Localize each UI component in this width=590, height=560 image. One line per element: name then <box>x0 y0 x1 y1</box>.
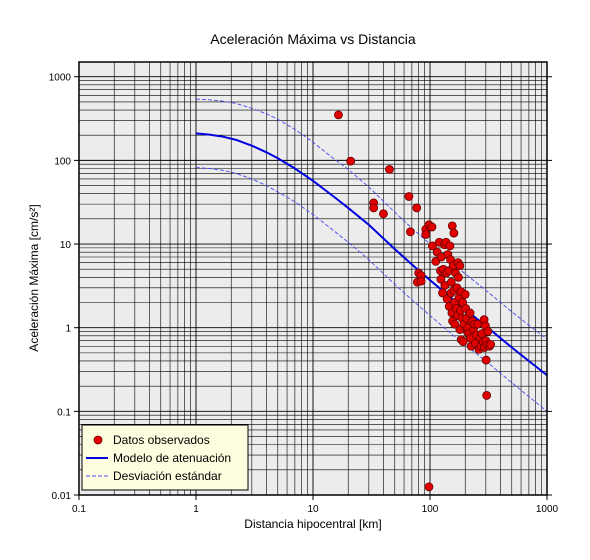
observed-data-point <box>421 230 431 239</box>
observed-data-point <box>445 241 455 251</box>
chart-title: Aceleración Máxima vs Distancia <box>210 31 416 47</box>
legend-marker-observed <box>93 435 103 445</box>
observed-data-point <box>412 203 422 213</box>
observed-data-point <box>385 165 394 174</box>
y-tick-label: 1000 <box>49 73 72 84</box>
observed-data-point <box>369 203 379 213</box>
y-tick-label: 1 <box>65 324 71 335</box>
grid <box>78 62 547 496</box>
x-tick-label: 0.1 <box>72 504 86 515</box>
observed-data-point <box>424 482 434 492</box>
x-tick-label: 100 <box>422 504 439 515</box>
y-tick-label: 0.01 <box>52 491 72 502</box>
series-layer <box>195 98 548 492</box>
observed-data-point <box>482 391 492 400</box>
legend-label-model: Modelo de atenuación <box>113 451 231 465</box>
observed-data-point <box>379 209 388 219</box>
observed-data-point <box>483 327 493 336</box>
x-tick-label: 10 <box>307 504 319 515</box>
legend-label-observed: Datos observados <box>113 433 210 447</box>
observed-data-point <box>334 110 343 120</box>
observed-data-point <box>447 221 457 231</box>
y-tick-label: 10 <box>60 240 72 251</box>
observed-data-point <box>450 319 460 329</box>
observed-data-point <box>455 261 465 271</box>
observed-data-point <box>454 272 463 282</box>
legend: Datos observados Modelo de atenuación De… <box>81 424 249 491</box>
observed-data-point <box>481 355 491 365</box>
observed-data-point <box>458 337 468 347</box>
x-tick-label: 1 <box>193 504 199 515</box>
y-axis-label: Aceleración Máxima [cm/s²] <box>27 204 41 351</box>
observed-data-point <box>486 340 496 349</box>
observed-data-point <box>346 156 356 166</box>
stddev-curve <box>195 98 548 340</box>
x-tick-label: 1000 <box>536 504 559 515</box>
observed-data-point <box>449 228 459 238</box>
observed-data-point <box>405 227 415 237</box>
y-tick-label: 100 <box>54 156 71 167</box>
observed-data-point <box>465 308 475 318</box>
observed-data-point <box>436 274 446 284</box>
observed-data-point <box>428 241 437 251</box>
observed-data-point <box>404 192 414 201</box>
y-tick-label: 0.1 <box>57 407 71 418</box>
observed-data-point <box>460 289 470 299</box>
legend-label-stddev: Desviación estándar <box>113 469 222 483</box>
observed-data-point <box>416 276 426 286</box>
x-axis-label: Distancia hipocentral [km] <box>244 517 381 531</box>
observed-data-point <box>427 222 437 232</box>
legend-box <box>81 424 249 491</box>
observed-data-point <box>446 277 456 287</box>
